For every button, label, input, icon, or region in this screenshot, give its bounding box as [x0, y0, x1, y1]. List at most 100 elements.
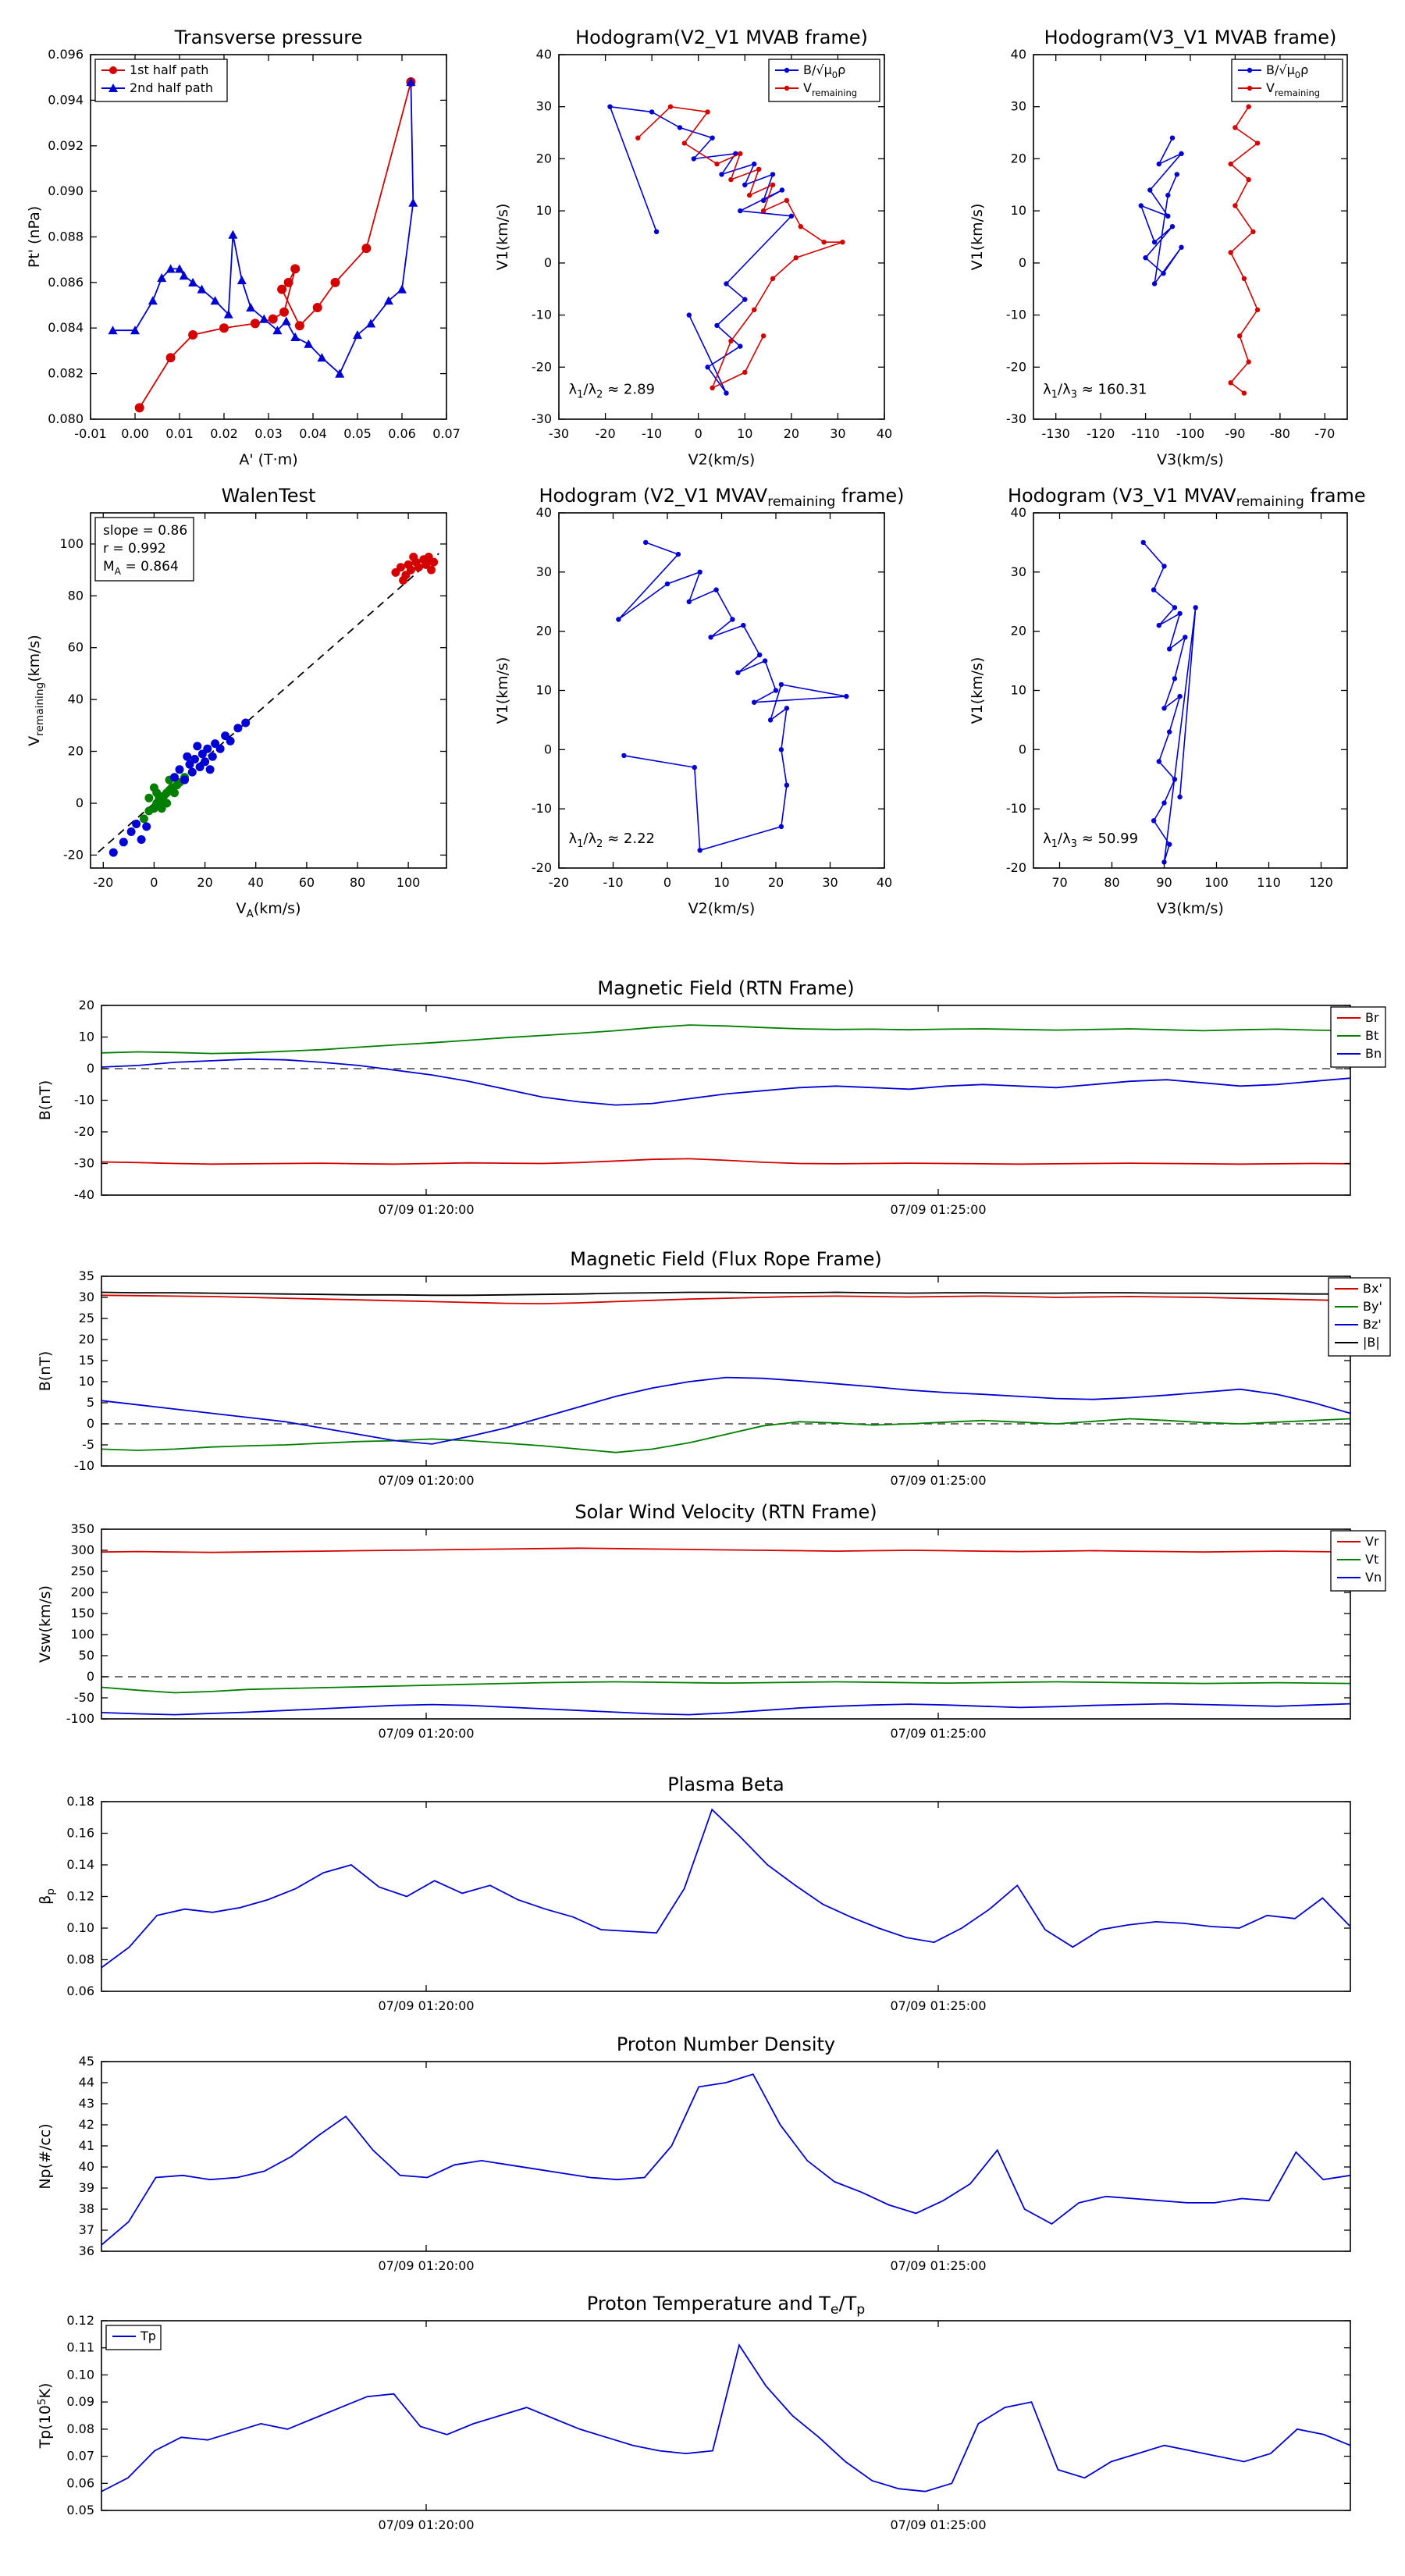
- series-line-Br: [101, 1158, 1350, 1165]
- svg-text:200: 200: [70, 1585, 94, 1599]
- axis-ticks: [101, 1801, 1350, 1992]
- svg-text:60: 60: [299, 875, 315, 890]
- svg-text:0: 0: [87, 1669, 94, 1684]
- chart-proton_density: 07/09 01:20:00 07/09 01:25:00 36 37 38 39 40 41…: [37, 2033, 1351, 2273]
- plot-frame: [90, 512, 447, 869]
- svg-text:110: 110: [1257, 875, 1281, 890]
- axis-ticks: [90, 54, 447, 420]
- tick-labels: -0.01 0.00 0.01 0.02 0.03 0.04 0.05 0.06 0.07 0.0…: [48, 47, 461, 441]
- svg-text:0.09: 0.09: [66, 2394, 94, 2409]
- svg-text:30: 30: [1011, 99, 1026, 114]
- x-axis-label: A' (T·m): [239, 451, 297, 468]
- svg-text:38: 38: [79, 2201, 94, 2216]
- chart-plasma_beta: 07/09 01:20:00 07/09 01:25:00 0.06 0.08 0.10…: [37, 1774, 1351, 2013]
- series-markers-v-remaining: [1228, 104, 1261, 396]
- tick-labels: 07/09 01:20:00 07/09 01:25:00 0.05 0.06 0.07…: [66, 2313, 986, 2532]
- svg-text:250: 250: [70, 1564, 94, 1578]
- panel-hodogram-v3v1-mvab: -130 -120 -110 -100 -90 -80 -70 -30 -20 -10 0 10 20 3…: [955, 17, 1367, 478]
- svg-text:07/09 01:20:00: 07/09 01:20:00: [378, 1998, 474, 2013]
- svg-text:0.06: 0.06: [388, 426, 416, 441]
- svg-text:Bz': Bz': [1363, 1317, 1382, 1332]
- svg-text:30: 30: [822, 875, 838, 890]
- svg-text:0.06: 0.06: [66, 2475, 94, 2490]
- svg-text:0.12: 0.12: [66, 2313, 94, 2328]
- svg-text:30: 30: [79, 1290, 94, 1304]
- plot-background: [101, 1529, 1350, 1719]
- svg-text:Vt: Vt: [1365, 1552, 1378, 1567]
- legend: Vr Vt Vn: [1330, 1530, 1386, 1592]
- svg-text:-20: -20: [532, 860, 552, 875]
- y-axis-label: V1(km/s): [969, 657, 986, 724]
- series-line-Bmag: [101, 1291, 1350, 1297]
- svg-text:-0.01: -0.01: [74, 426, 106, 441]
- svg-text:30: 30: [536, 99, 552, 114]
- svg-text:40: 40: [248, 875, 264, 890]
- svg-text:100: 100: [70, 1627, 94, 1642]
- series-line-Bn: [101, 1058, 1350, 1106]
- annotation: λ1/λ2 ≈ 2.89: [569, 381, 655, 400]
- svg-text:80: 80: [350, 875, 365, 890]
- plot-background: [101, 1005, 1350, 1195]
- axis-ticks: [101, 2320, 1350, 2511]
- y-axis-label: B(nT): [37, 1080, 54, 1121]
- axis-ticks: [558, 512, 885, 869]
- svg-text:-120: -120: [1087, 426, 1115, 441]
- panel-proton-density: 07/09 01:20:00 07/09 01:25:00 36 37 38 39 40 41…: [16, 2024, 1405, 2290]
- series-markers-scatter-blue: [108, 718, 251, 857]
- chart-title: Hodogram(V2_V1 MVAB frame): [575, 27, 868, 48]
- svg-text:-10: -10: [642, 426, 662, 441]
- chart-title: Plasma Beta: [667, 1774, 784, 1795]
- svg-text:-20: -20: [596, 426, 616, 441]
- y-axis-label: V1(km/s): [494, 204, 511, 271]
- svg-text:40: 40: [536, 47, 552, 62]
- panel-hodogram-v2v1-mvab: -30 -20 -10 0 10 20 30 40 -30 -20 -10 0 10 20 30 40 Hodo…: [481, 17, 904, 478]
- svg-text:-20: -20: [1006, 860, 1026, 875]
- svg-text:0.00: 0.00: [121, 426, 149, 441]
- series-group: [101, 1547, 1350, 1716]
- panel-magnetic-rtn: 07/09 01:20:00 07/09 01:25:00 -40 -30 -20 -10…: [16, 968, 1405, 1234]
- series-markers-second-half-path: [108, 77, 418, 378]
- plot-frame: [558, 54, 885, 420]
- legend: 1st half path 2nd half path: [94, 59, 228, 102]
- axis-ticks: [101, 1005, 1350, 1196]
- legend: Tp: [105, 2325, 162, 2350]
- svg-text:-80: -80: [1270, 426, 1290, 441]
- tick-labels: 07/09 01:20:00 07/09 01:25:00 -40 -30 -20 -10…: [74, 998, 987, 1217]
- svg-text:45: 45: [79, 2054, 94, 2069]
- svg-text:0.07: 0.07: [432, 426, 461, 441]
- svg-text:20: 20: [68, 744, 84, 759]
- svg-text:-50: -50: [74, 1690, 94, 1705]
- series-group: [101, 2073, 1350, 2246]
- svg-text:By': By': [1363, 1299, 1382, 1314]
- svg-text:07/09 01:20:00: 07/09 01:20:00: [378, 2517, 474, 2532]
- series-group: [101, 1291, 1350, 1453]
- svg-text:40: 40: [79, 2159, 94, 2174]
- svg-text:90: 90: [1156, 875, 1172, 890]
- svg-text:40: 40: [536, 505, 552, 520]
- svg-text:0.14: 0.14: [66, 1857, 94, 1872]
- svg-text:60: 60: [68, 640, 84, 655]
- svg-text:-5: -5: [82, 1437, 94, 1452]
- svg-text:20: 20: [1011, 624, 1026, 639]
- axis-ticks: [101, 2061, 1350, 2252]
- svg-text:Vn: Vn: [1365, 1570, 1382, 1585]
- chart-transverse_pressure: -0.01 0.00 0.01 0.02 0.03 0.04 0.05 0.06 0.07 0.0…: [26, 27, 461, 468]
- svg-text:0.094: 0.094: [48, 92, 84, 107]
- svg-text:0.07: 0.07: [66, 2449, 94, 2464]
- svg-text:Tp: Tp: [140, 2329, 156, 2343]
- svg-text:20: 20: [79, 1332, 94, 1347]
- y-axis-label: B(nT): [37, 1351, 54, 1392]
- legend: Br Bt Bn: [1330, 1006, 1386, 1068]
- plot-frame: [101, 2320, 1351, 2511]
- svg-text:10: 10: [737, 426, 752, 441]
- series-line-By: [101, 1418, 1350, 1453]
- svg-text:-100: -100: [66, 1711, 94, 1726]
- svg-text:0: 0: [87, 1061, 94, 1076]
- svg-text:07/09 01:25:00: 07/09 01:25:00: [890, 1726, 986, 1741]
- svg-text:20: 20: [1011, 151, 1026, 165]
- svg-text:40: 40: [877, 875, 892, 890]
- svg-text:2nd half path: 2nd half path: [130, 80, 213, 95]
- svg-text:300: 300: [70, 1542, 94, 1557]
- x-axis-label: V2(km/s): [688, 451, 756, 468]
